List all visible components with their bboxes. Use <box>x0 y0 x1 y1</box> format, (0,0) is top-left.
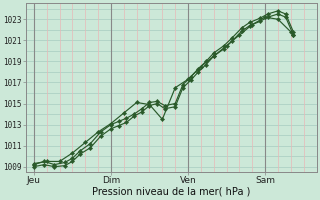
X-axis label: Pression niveau de la mer( hPa ): Pression niveau de la mer( hPa ) <box>92 187 251 197</box>
